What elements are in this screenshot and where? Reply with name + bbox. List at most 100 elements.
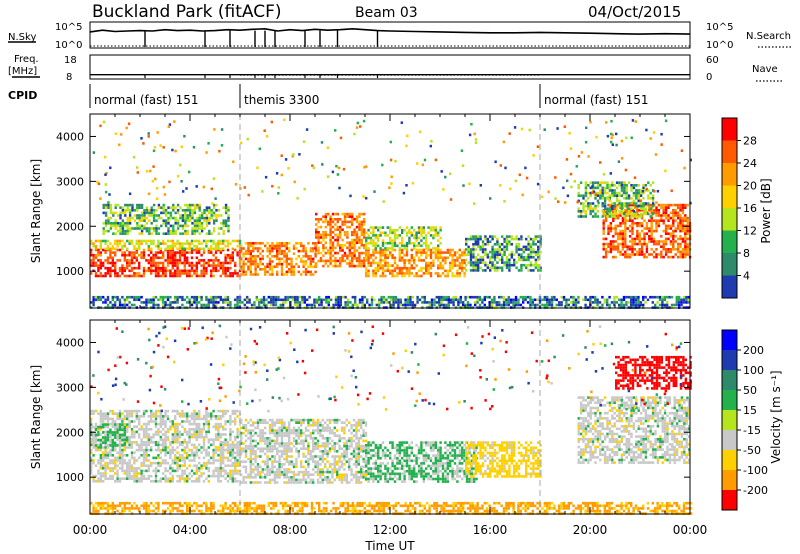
data-cell [379, 264, 382, 267]
data-cell [337, 166, 341, 170]
data-cell [393, 228, 397, 232]
data-cell [684, 253, 687, 256]
data-cell [109, 417, 112, 421]
data-cell [638, 248, 641, 251]
data-cell [128, 422, 131, 426]
data-cell [159, 417, 162, 421]
data-cell [142, 272, 146, 275]
data-cell [227, 209, 230, 212]
data-cell [106, 295, 110, 299]
data-cell [140, 253, 143, 257]
data-cell [603, 298, 606, 302]
data-cell [292, 153, 295, 156]
data-cell [176, 247, 179, 251]
data-cell [99, 264, 102, 267]
data-cell [208, 222, 211, 225]
data-cell [266, 270, 269, 274]
data-cell [348, 249, 351, 252]
data-cell [686, 253, 689, 256]
data-cell [174, 269, 177, 273]
data-cell [145, 469, 148, 473]
data-cell [261, 242, 264, 245]
data-cell [508, 263, 511, 267]
data-cell [198, 261, 201, 265]
data-cell [532, 237, 535, 241]
data-cell [130, 443, 134, 447]
data-cell [210, 298, 213, 302]
data-cell [546, 295, 549, 299]
data-cell [140, 256, 143, 260]
data-cell [625, 212, 628, 216]
data-cell [502, 140, 506, 144]
data-cell [322, 231, 325, 234]
data-cell [92, 242, 95, 245]
data-cell [114, 301, 117, 304]
data-cell [104, 474, 107, 478]
data-cell [624, 222, 627, 225]
data-cell [615, 186, 619, 190]
data-cell [631, 250, 634, 254]
data-cell [672, 224, 675, 228]
data-cell [458, 264, 461, 267]
data-cell [147, 132, 150, 135]
data-cell [231, 274, 234, 278]
data-cell [214, 264, 218, 267]
data-cell [684, 237, 687, 241]
data-cell [449, 248, 452, 252]
data-cell [439, 241, 442, 245]
data-cell [389, 239, 392, 242]
data-cell [164, 467, 167, 470]
data-cell [94, 425, 98, 428]
data-cell [205, 266, 208, 270]
data-cell [276, 270, 279, 274]
data-cell [432, 226, 435, 229]
data-cell [126, 232, 129, 235]
data-cell [162, 185, 165, 189]
data-cell [630, 207, 633, 210]
data-cell [379, 274, 382, 278]
data-cell [121, 461, 124, 465]
data-cell [195, 454, 198, 457]
data-cell [169, 261, 172, 265]
data-cell [627, 212, 631, 216]
data-cell [162, 472, 165, 475]
data-cell [457, 303, 460, 307]
data-cell [401, 251, 404, 254]
data-cell [468, 182, 471, 186]
data-cell [184, 232, 187, 235]
data-cell [625, 191, 628, 195]
data-cell [105, 171, 108, 175]
data-cell [176, 428, 179, 431]
data-cell [171, 461, 174, 465]
data-cell [329, 259, 332, 263]
data-cell [439, 274, 442, 278]
data-cell [126, 274, 129, 278]
data-cell [94, 448, 98, 452]
data-cell [450, 298, 453, 302]
data-cell [198, 443, 201, 447]
data-cell [517, 245, 521, 249]
data-cell [389, 264, 392, 267]
data-cell [138, 216, 141, 220]
data-cell [390, 303, 393, 307]
data-cell [133, 430, 136, 434]
data-cell [603, 202, 607, 205]
data-cell [205, 295, 208, 299]
data-cell [508, 253, 511, 256]
data-cell [527, 243, 530, 246]
data-cell [374, 241, 377, 245]
data-cell [465, 258, 468, 262]
data-cell [626, 227, 629, 230]
data-cell [174, 428, 177, 431]
data-cell [106, 420, 110, 423]
data-cell [174, 295, 177, 299]
data-cell [107, 222, 110, 225]
data-cell [195, 425, 198, 428]
data-cell [119, 211, 122, 215]
data-cell [157, 443, 160, 447]
data-cell [381, 274, 385, 278]
data-cell [624, 229, 627, 233]
data-cell [174, 415, 177, 418]
data-cell [109, 251, 112, 254]
data-cell [453, 253, 457, 257]
